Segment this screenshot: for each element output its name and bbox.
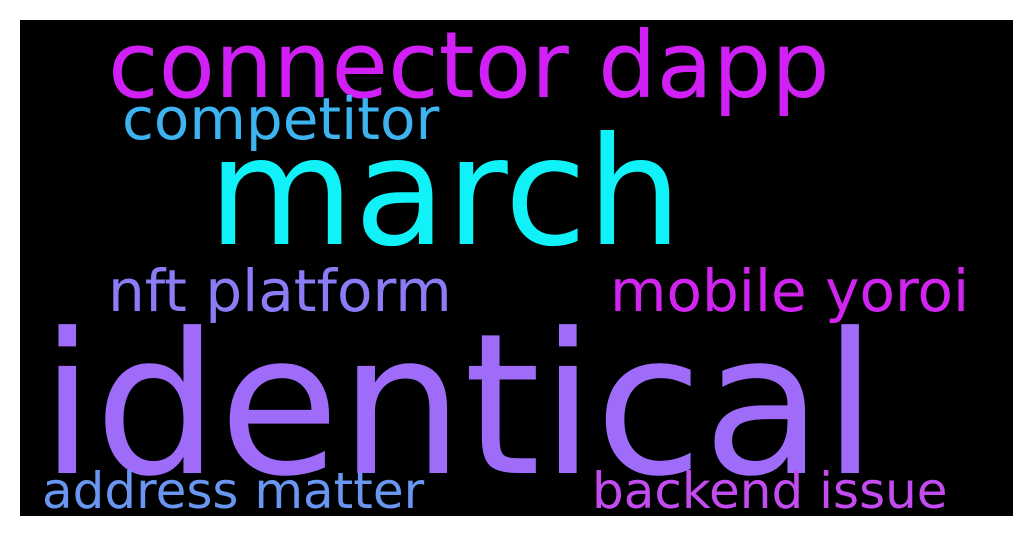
word-address-matter: address matter [42, 462, 425, 516]
word-backend-issue: backend issue [592, 462, 948, 516]
word-cloud-canvas: connector dapp competitor march nft plat… [20, 20, 1013, 516]
word-mobile-yoroi: mobile yoroi [610, 257, 970, 325]
word-nft-platform: nft platform [108, 257, 452, 325]
word-identical: identical [40, 292, 878, 516]
word-march: march [208, 106, 682, 280]
word-connector-dapp: connector dapp [108, 20, 830, 119]
word-competitor: competitor [122, 85, 440, 153]
